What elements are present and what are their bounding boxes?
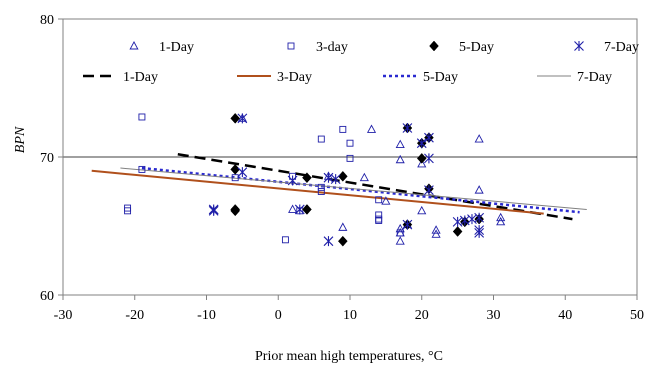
- point-5-day: [230, 112, 241, 124]
- point-7-day: [424, 185, 434, 196]
- x-tick-label: 40: [558, 308, 572, 323]
- legend-label-7-day: 7-Day: [604, 40, 639, 55]
- point-1-day: [338, 222, 348, 231]
- point-3-day: [317, 188, 325, 195]
- trendline-3-day: [91, 169, 544, 215]
- point-5-day: [416, 153, 427, 164]
- point-1-day: [431, 225, 441, 234]
- point-7-day: [402, 123, 413, 134]
- legend-marker-3-day: [287, 42, 295, 50]
- trendline-7-day: [120, 167, 587, 210]
- point-7-day: [294, 204, 305, 215]
- y-tick-label: 60: [40, 289, 54, 304]
- point-3-day: [124, 207, 132, 215]
- point-3-day: [138, 165, 146, 173]
- point-5-day: [230, 205, 241, 217]
- point-7-day: [330, 174, 341, 185]
- legend-label-3-day: 3-day: [316, 40, 348, 55]
- legend-line-label-3-day: 3-Day: [277, 70, 312, 85]
- x-tick-label: 0: [275, 308, 282, 323]
- x-tick-label: 30: [487, 308, 501, 323]
- point-1-day: [474, 185, 484, 194]
- x-tick-label: 20: [415, 308, 429, 323]
- point-1-day: [496, 216, 506, 226]
- point-1-day: [395, 223, 405, 233]
- point-1-day: [395, 154, 405, 164]
- point-3-day: [375, 196, 383, 204]
- x-tick-label: -10: [197, 308, 216, 323]
- x-tick-label: 50: [630, 308, 644, 323]
- point-5-day: [452, 226, 463, 237]
- legend-line-label-1-day: 1-Day: [123, 70, 158, 85]
- legend-marker-5-day: [429, 40, 439, 52]
- point-3-day: [346, 154, 354, 162]
- x-tick-label: -30: [54, 308, 73, 323]
- point-1-day: [381, 196, 391, 205]
- point-7-day: [402, 219, 413, 230]
- point-7-day: [474, 212, 485, 223]
- legend-label-5-day: 5-Day: [459, 40, 494, 55]
- point-1-day: [395, 139, 405, 149]
- x-tick-label: -20: [125, 308, 144, 323]
- point-3-day: [281, 236, 289, 244]
- point-1-day: [474, 134, 484, 143]
- point-3-day: [396, 229, 404, 237]
- point-3-day: [317, 183, 325, 191]
- point-1-day: [431, 229, 441, 238]
- point-1-day: [496, 212, 506, 222]
- point-3-day: [339, 125, 347, 133]
- x-axis-title: Prior mean high temperatures, °C: [255, 349, 443, 364]
- point-7-day: [237, 113, 248, 124]
- data-points: [124, 112, 506, 247]
- axes: -30 -20 -10 0 10 20 30 40 50 60 70 80: [40, 13, 644, 323]
- point-1-day: [417, 205, 427, 215]
- point-7-day: [287, 175, 298, 186]
- point-7-day: [208, 205, 219, 216]
- point-3-day: [375, 217, 383, 224]
- point-7-day: [237, 167, 248, 178]
- legend-marker-7-day: [574, 41, 584, 51]
- point-7-day: [424, 153, 434, 164]
- point-3-day: [138, 113, 146, 121]
- x-tick-label: 10: [343, 308, 357, 323]
- point-7-day: [416, 138, 427, 149]
- point-5-day: [302, 172, 312, 184]
- y-tick-label: 70: [40, 151, 54, 166]
- point-1-day: [417, 158, 427, 168]
- legend-marker-1-day: [129, 41, 139, 50]
- y-tick-label: 80: [40, 13, 54, 28]
- trendline-5-day: [141, 166, 580, 214]
- trendline-1-day: [177, 153, 573, 221]
- point-1-day: [288, 204, 298, 213]
- y-axis-title: BPN: [13, 126, 28, 153]
- legend-line-label-5-day: 5-Day: [423, 70, 458, 85]
- point-1-day: [395, 236, 405, 245]
- legend: 1-Day 3-day 5-Day 7-Day 1-Day 3-Day 5-Day 7-Day: [83, 40, 639, 85]
- legend-label-1-day: 1-Day: [159, 40, 194, 55]
- point-3-day: [346, 139, 354, 147]
- legend-line-label-7-day: 7-Day: [577, 70, 612, 85]
- point-3-day: [375, 211, 383, 219]
- point-5-day: [302, 204, 312, 215]
- point-1-day: [366, 124, 377, 133]
- trendlines: [91, 153, 587, 221]
- point-7-day: [323, 236, 334, 247]
- point-3-day: [317, 135, 325, 143]
- point-7-day: [424, 132, 434, 143]
- point-5-day: [337, 235, 348, 247]
- point-7-day: [474, 225, 485, 236]
- point-1-day: [359, 172, 369, 182]
